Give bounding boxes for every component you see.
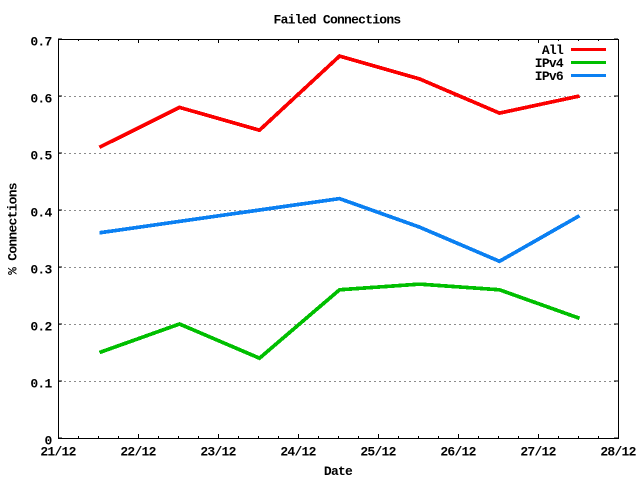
svg-text:IPv4: IPv4 (535, 56, 564, 71)
svg-text:25/12: 25/12 (360, 445, 396, 460)
svg-text:26/12: 26/12 (440, 445, 476, 460)
svg-text:Failed Connections: Failed Connections (274, 13, 402, 28)
svg-text:0: 0 (44, 434, 52, 449)
svg-text:0.2: 0.2 (30, 320, 52, 335)
svg-text:27/12: 27/12 (520, 445, 556, 460)
svg-text:28/12: 28/12 (600, 445, 636, 460)
svg-text:% Connections: % Connections (6, 182, 21, 275)
svg-text:0.4: 0.4 (30, 206, 52, 221)
svg-text:All: All (542, 43, 564, 58)
svg-text:21/12: 21/12 (40, 445, 76, 460)
svg-text:23/12: 23/12 (200, 445, 236, 460)
svg-text:0.3: 0.3 (30, 263, 52, 278)
svg-text:0.5: 0.5 (30, 149, 52, 164)
svg-text:0.7: 0.7 (30, 35, 51, 50)
svg-text:Date: Date (324, 464, 353, 479)
svg-text:0.1: 0.1 (30, 377, 52, 392)
svg-text:24/12: 24/12 (280, 445, 316, 460)
svg-text:IPv6: IPv6 (535, 69, 564, 84)
svg-text:0.6: 0.6 (30, 92, 52, 107)
svg-text:22/12: 22/12 (120, 445, 156, 460)
